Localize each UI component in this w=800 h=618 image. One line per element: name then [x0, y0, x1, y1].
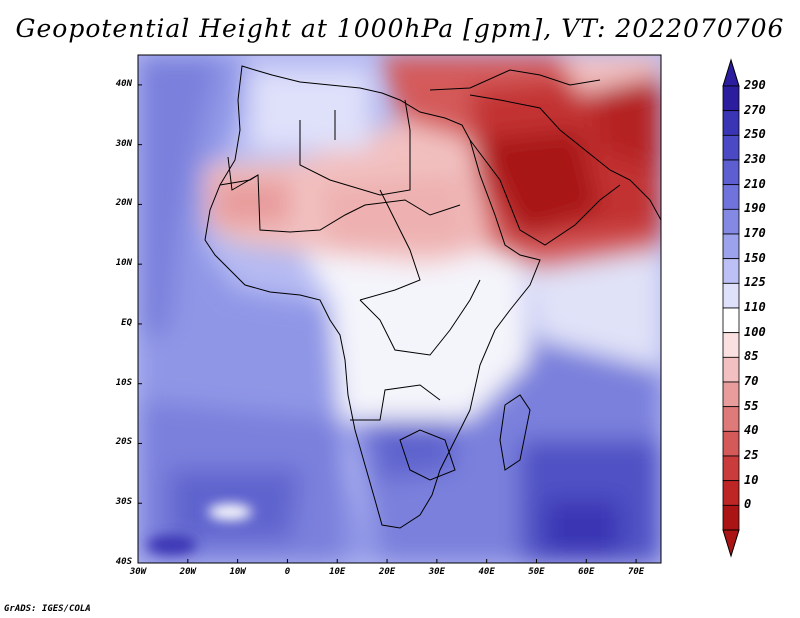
lat-label: 10S — [115, 377, 132, 388]
coastlines — [204, 65, 661, 529]
colorbar-label: 230 — [744, 152, 766, 166]
lat-label: 20S — [115, 437, 132, 448]
colorbar-label: 125 — [744, 275, 766, 290]
colorbar-swatch — [722, 332, 740, 358]
lon-label: 0 — [284, 567, 291, 577]
lon-label: 10E — [329, 567, 346, 577]
colorbar-label: 270 — [744, 102, 766, 117]
colorbar-swatch — [722, 480, 740, 506]
lat-label: 30N — [115, 138, 132, 149]
lat-label: EQ — [121, 317, 132, 328]
lat-label: 40N — [115, 78, 132, 89]
colorbar-swatch — [722, 159, 740, 186]
colorbar-label: 55 — [744, 398, 759, 413]
lon-label: 10W — [229, 567, 246, 577]
colorbar-swatch — [722, 258, 740, 284]
colorbar-label: 100 — [744, 324, 766, 339]
lon-label: 50E — [528, 567, 545, 577]
colorbar-label: 10 — [744, 472, 759, 487]
colorbar-swatch — [722, 381, 740, 408]
colorbar-swatch — [722, 208, 740, 235]
lat-label: 40S — [115, 557, 132, 567]
colorbar-label: 0 — [744, 497, 752, 512]
colorbar-label: 40 — [744, 423, 759, 438]
lon-label: 30E — [428, 567, 445, 577]
chart-title: Geopotential Height at 1000hPa [gpm], VT… — [15, 14, 785, 43]
colorbar-label: 110 — [744, 300, 766, 314]
colorbar-label: 170 — [744, 226, 766, 240]
colorbar-label: 250 — [744, 127, 766, 142]
lon-label: 60E — [578, 567, 595, 577]
colorbar-label: 25 — [744, 448, 759, 462]
colorbar-top-arrow — [722, 58, 740, 87]
colorbar-label: 190 — [744, 201, 766, 216]
lat-label: 30S — [115, 497, 132, 508]
colorbar-swatch — [722, 184, 740, 210]
lon-label: 20E — [378, 567, 396, 577]
colorbar-label: 85 — [744, 349, 759, 364]
height-field — [138, 55, 661, 563]
colorbar-swatch — [722, 455, 740, 482]
colorbar-swatch — [722, 134, 740, 161]
colorbar-swatch — [722, 356, 740, 383]
lon-label: 70E — [627, 567, 645, 577]
colorbar-label: 210 — [744, 176, 766, 191]
colorbar-bottom-arrow — [722, 529, 740, 558]
colorbar-swatch — [722, 406, 740, 432]
credit-label: GrADS: IGES/COLA — [4, 604, 91, 614]
lon-label: 30W — [129, 567, 147, 577]
colorbar-swatch — [722, 233, 740, 260]
lat-label: 10N — [115, 258, 132, 269]
colorbar-swatch — [722, 85, 740, 112]
colorbar-swatch — [722, 110, 740, 136]
lat-label: 20N — [115, 198, 132, 209]
colorbar-label: 70 — [744, 374, 759, 388]
colorbar-label: 150 — [744, 250, 766, 265]
lon-label: 40E — [478, 567, 495, 577]
colorbar-swatch — [722, 504, 740, 531]
colorbar-swatch — [722, 430, 740, 457]
map-frame — [137, 54, 662, 564]
colorbar-swatch — [722, 282, 740, 309]
colorbar-label: 290 — [744, 78, 766, 92]
colorbar-swatch — [722, 307, 740, 334]
lon-label: 20W — [179, 567, 196, 577]
